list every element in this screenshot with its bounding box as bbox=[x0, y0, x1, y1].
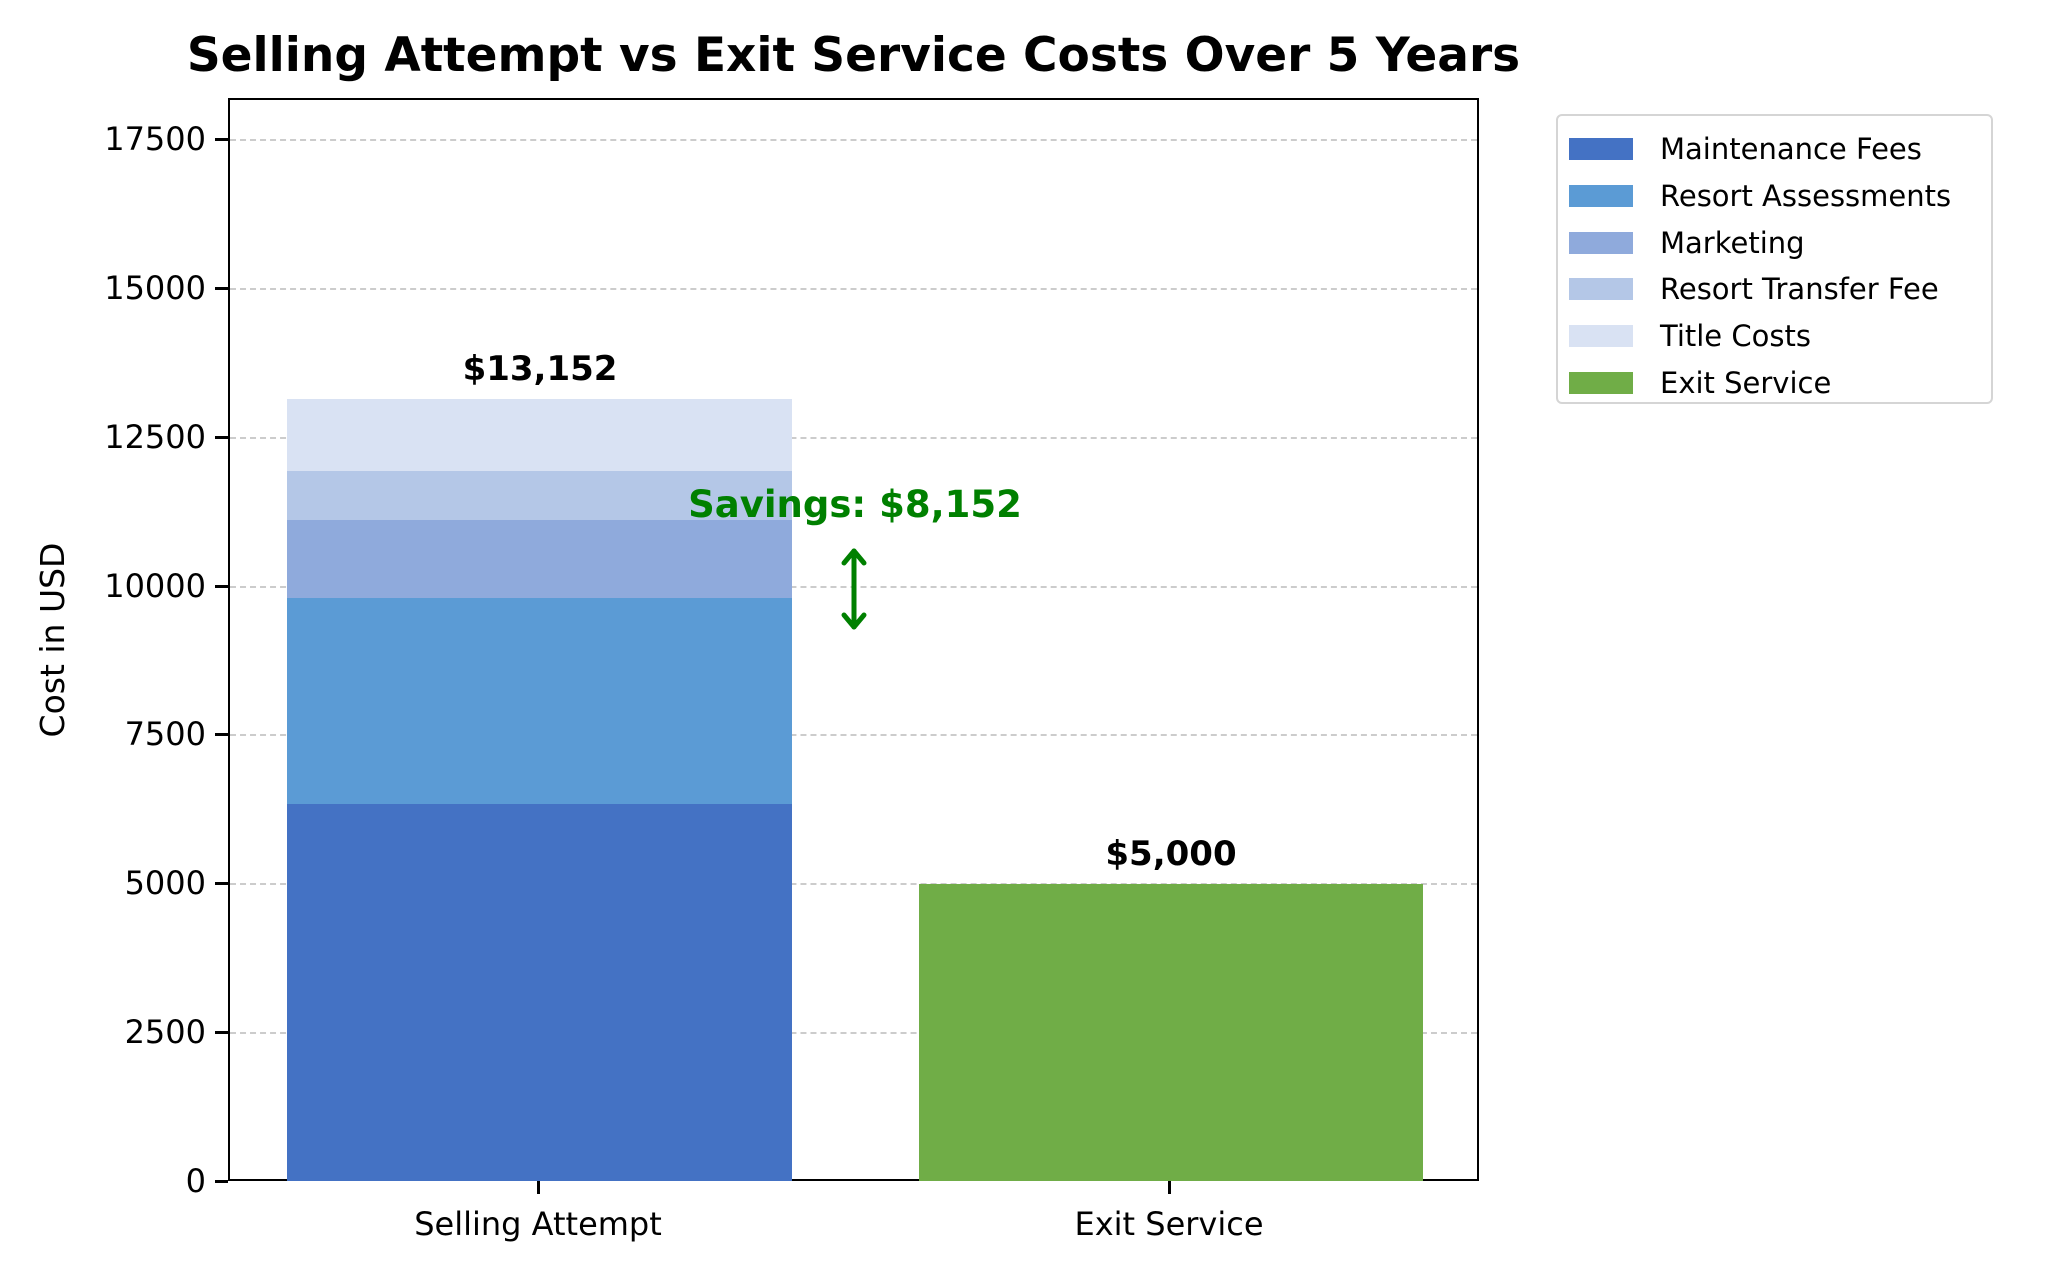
y-tick-label: 2500 bbox=[124, 1013, 206, 1051]
bar-total-label-exit: $5,000 bbox=[1105, 834, 1237, 874]
y-tick-15000 bbox=[215, 287, 228, 290]
legend-swatch bbox=[1569, 371, 1633, 394]
legend-swatch bbox=[1569, 278, 1633, 301]
gridline-2500 bbox=[230, 1032, 1477, 1034]
legend-label: Maintenance Fees bbox=[1660, 132, 1922, 167]
legend-item-maintenance-fees: Maintenance Fees bbox=[1558, 126, 1991, 173]
y-axis-label: Cost in USD bbox=[33, 542, 72, 738]
gridline-15000 bbox=[230, 288, 1477, 290]
plot-area: $13,152 $5,000 Savings: $8,152 bbox=[228, 98, 1479, 1181]
legend-item-resort-transfer-fee: Resort Transfer Fee bbox=[1558, 266, 1991, 313]
y-tick-5000 bbox=[215, 882, 228, 885]
bar-selling-title-costs bbox=[287, 399, 792, 471]
gridline-5000 bbox=[230, 883, 1477, 885]
y-tick-label: 15000 bbox=[104, 269, 206, 307]
gridline-7500 bbox=[230, 734, 1477, 736]
legend-label: Exit Service bbox=[1660, 365, 1832, 400]
double-arrow-icon bbox=[841, 548, 867, 630]
bar-selling-resort-assessments bbox=[287, 598, 792, 804]
legend-swatch bbox=[1569, 185, 1633, 208]
y-tick-7500 bbox=[215, 733, 228, 736]
x-tick-exit-service bbox=[1168, 1181, 1171, 1194]
savings-label: Savings: $8,152 bbox=[688, 483, 1022, 526]
legend-label: Resort Transfer Fee bbox=[1660, 272, 1939, 307]
bar-selling-maintenance-fees bbox=[287, 804, 792, 1181]
legend-item-exit-service: Exit Service bbox=[1558, 359, 1991, 406]
y-tick-label: 0 bbox=[185, 1162, 206, 1200]
y-tick-label: 5000 bbox=[124, 864, 206, 902]
bar-selling-resort-transfer-fee bbox=[287, 471, 792, 520]
y-tick-label: 10000 bbox=[104, 567, 206, 605]
y-tick-label: 12500 bbox=[104, 418, 206, 456]
bar-total-label-selling: $13,152 bbox=[462, 349, 618, 389]
legend-swatch bbox=[1569, 325, 1633, 348]
y-tick-17500 bbox=[215, 138, 228, 141]
legend-label: Marketing bbox=[1660, 225, 1805, 260]
chart-title: Selling Attempt vs Exit Service Costs Ov… bbox=[186, 28, 1521, 83]
legend: Maintenance Fees Resort Assessments Mark… bbox=[1556, 114, 1993, 404]
bar-exit-service bbox=[919, 884, 1423, 1181]
legend-item-marketing: Marketing bbox=[1558, 219, 1991, 266]
legend-item-resort-assessments: Resort Assessments bbox=[1558, 173, 1991, 220]
gridline-12500 bbox=[230, 437, 1477, 439]
legend-swatch bbox=[1569, 138, 1633, 161]
y-tick-0 bbox=[215, 1180, 228, 1183]
y-tick-12500 bbox=[215, 436, 228, 439]
legend-label: Resort Assessments bbox=[1660, 179, 1952, 214]
y-tick-10000 bbox=[215, 585, 228, 588]
y-tick-label: 7500 bbox=[124, 715, 206, 753]
x-tick-label-exit-service: Exit Service bbox=[1074, 1205, 1264, 1243]
bar-selling-marketing bbox=[287, 520, 792, 598]
x-tick-label-selling-attempt: Selling Attempt bbox=[414, 1205, 662, 1243]
gridline-17500 bbox=[230, 139, 1477, 141]
y-tick-2500 bbox=[215, 1031, 228, 1034]
legend-label: Title Costs bbox=[1660, 319, 1811, 354]
x-tick-selling-attempt bbox=[537, 1181, 540, 1194]
legend-swatch bbox=[1569, 231, 1633, 254]
legend-item-title-costs: Title Costs bbox=[1558, 313, 1991, 360]
y-tick-label: 17500 bbox=[104, 120, 206, 158]
